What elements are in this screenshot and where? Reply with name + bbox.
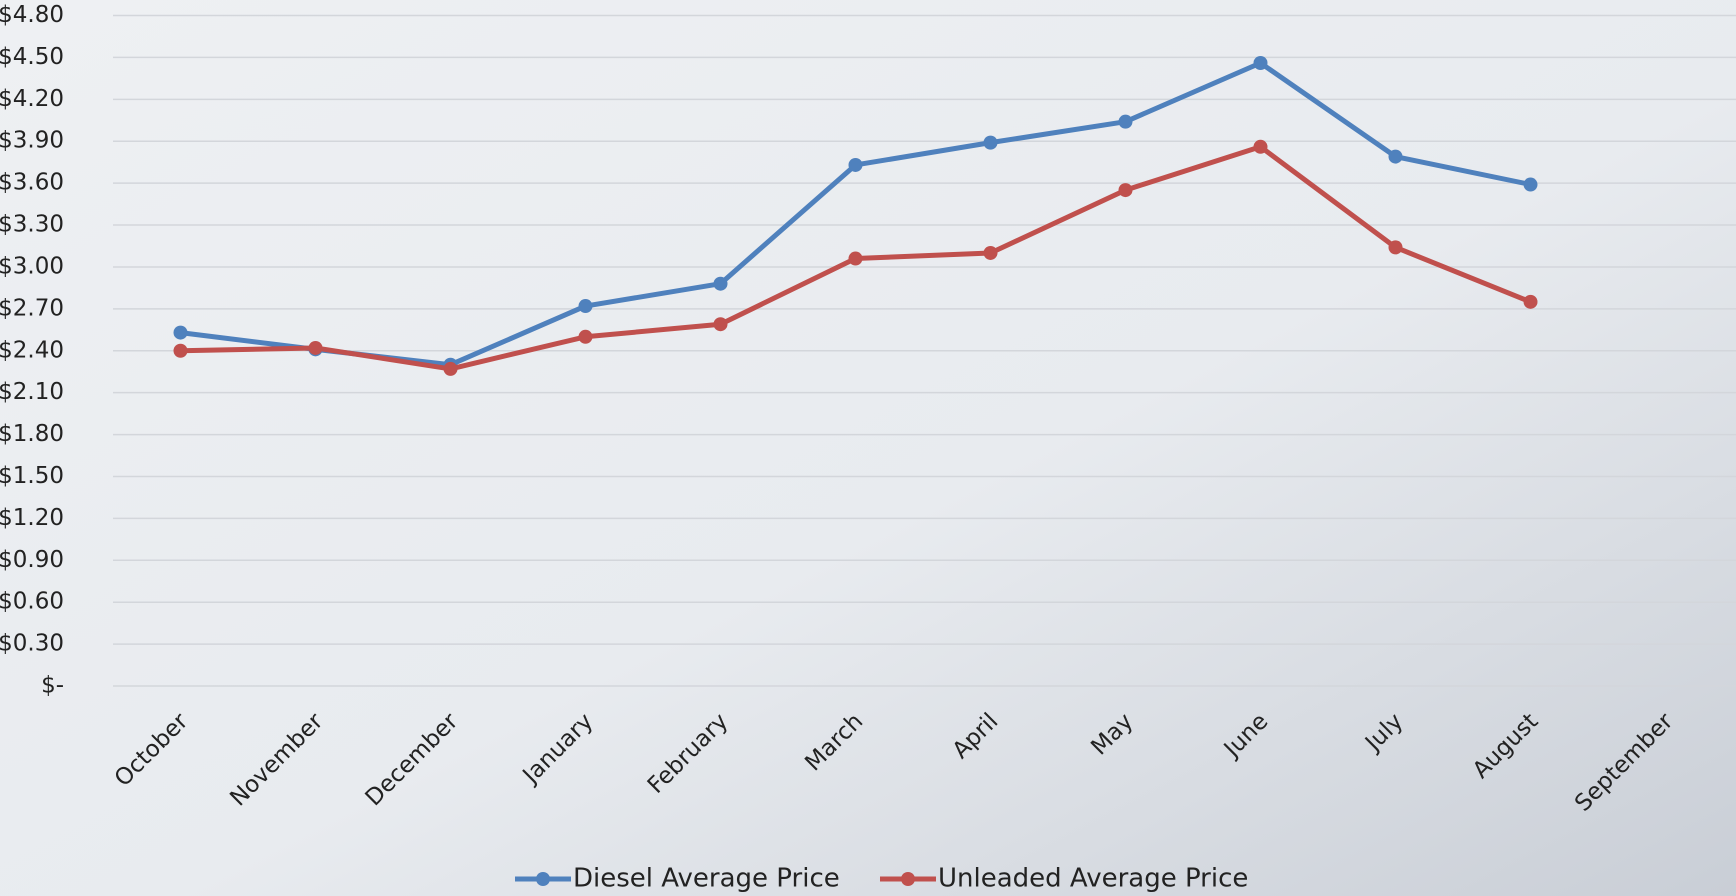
data-point	[1524, 295, 1538, 309]
data-point	[579, 330, 593, 344]
y-tick-label: $4.20	[0, 86, 64, 112]
y-tick-label: $3.90	[0, 128, 64, 154]
y-tick-label: $1.20	[0, 505, 64, 531]
y-tick-label: $0.30	[0, 631, 64, 657]
data-point	[714, 317, 728, 331]
legend-marker	[901, 872, 915, 886]
y-tick-label: $2.40	[0, 337, 64, 363]
legend-marker	[536, 872, 550, 886]
data-point	[984, 246, 998, 260]
y-tick-label: $-	[41, 673, 64, 699]
data-point	[579, 299, 593, 313]
data-point	[849, 252, 863, 266]
data-point	[174, 344, 188, 358]
legend-label: Diesel Average Price	[573, 864, 840, 894]
page: $- $0.30 $0.60 $0.90 $1.20 $1.50 $1.80 $2.10 $2.…	[0, 0, 1736, 896]
data-point	[1254, 140, 1268, 154]
legend-label: Unleaded Average Price	[938, 864, 1248, 894]
data-point	[174, 326, 188, 340]
data-point	[714, 277, 728, 291]
y-tick-label: $3.30	[0, 212, 64, 238]
y-tick-label: $0.60	[0, 589, 64, 615]
data-point	[849, 158, 863, 172]
y-tick-label: $2.70	[0, 295, 64, 321]
y-tick-label: $0.90	[0, 547, 64, 573]
y-tick-label: $1.50	[0, 463, 64, 489]
y-tick-label: $2.10	[0, 379, 64, 405]
data-point	[444, 362, 458, 376]
y-tick-label: $3.60	[0, 170, 64, 196]
data-point	[1389, 150, 1403, 164]
y-tick-label: $4.50	[0, 44, 64, 70]
chart: $- $0.30 $0.60 $0.90 $1.20 $1.50 $1.80 $2.10 $2.…	[0, 0, 1736, 896]
data-point	[1254, 56, 1268, 70]
data-point	[984, 136, 998, 150]
data-point	[1389, 240, 1403, 254]
data-point	[309, 341, 323, 355]
y-tick-label: $4.80	[0, 2, 64, 28]
data-point	[1524, 178, 1538, 192]
data-point	[1119, 115, 1133, 129]
y-tick-label: $1.80	[0, 421, 64, 447]
y-tick-label: $3.00	[0, 253, 64, 279]
data-point	[1119, 183, 1133, 197]
